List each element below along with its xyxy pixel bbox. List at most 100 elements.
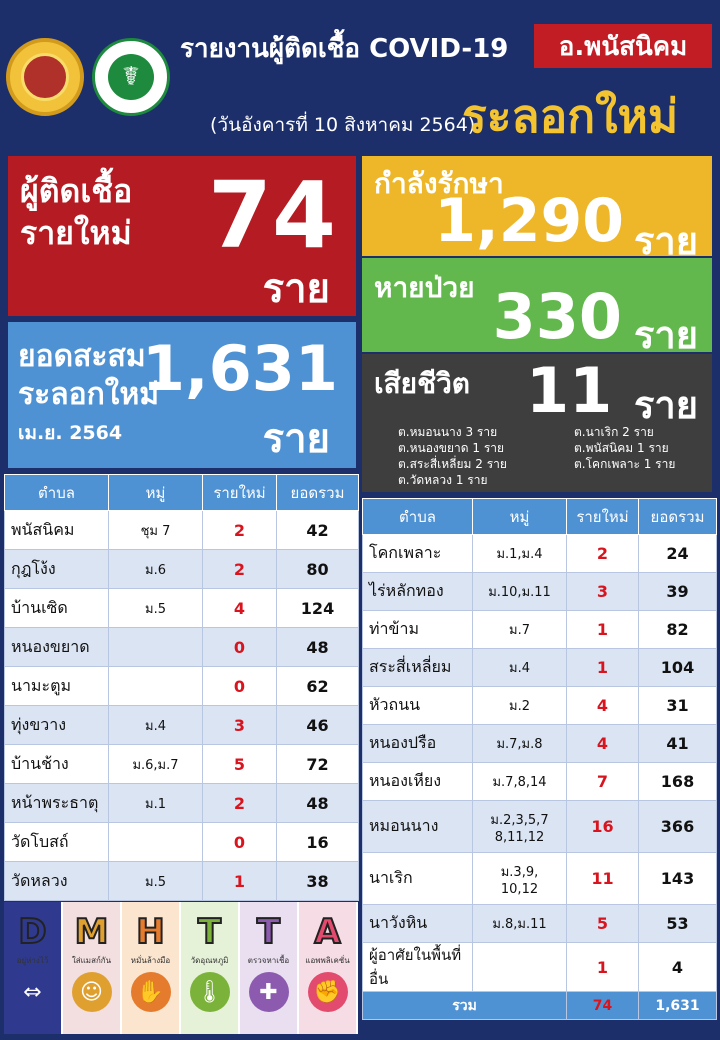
table-row: นาวังหิน ม.8,ม.11 5 53: [362, 904, 717, 943]
dmhtta-tile: M ใส่แมสก์กัน ☺: [63, 902, 122, 1034]
table-row: วัดหลวง ม.5 1 38: [4, 861, 359, 901]
cumulative-card: ยอดสะสม ระลอกใหม่ เม.ย. 2564 1,631 ราย: [8, 322, 356, 468]
new-cases-cell: 0: [202, 666, 277, 706]
subdistrict-cell: บ้านช้าง: [4, 744, 109, 784]
deaths-value: 11: [526, 354, 613, 427]
moo-cell: ม.4: [108, 705, 203, 745]
moo-cell: ม.10,ม.11: [472, 572, 567, 611]
deaths-detail-right: ต.นาเริก 2 ราย ต.พนัสนิคม 1 ราย ต.โคกเพล…: [574, 424, 675, 472]
ministry-public-health-logo: ☤: [92, 38, 170, 116]
death-detail-item: ต.โคกเพลาะ 1 ราย: [574, 457, 676, 471]
new-cases-cell: 5: [566, 904, 639, 943]
dmhtta-caption: วัดอุณหภูมิ: [190, 956, 229, 965]
moo-cell: ม.7: [472, 610, 567, 649]
mask-icon: ☺: [71, 972, 112, 1012]
moo-cell: ม.1: [108, 783, 203, 823]
total-sum-cell: 1,631: [638, 991, 717, 1020]
death-detail-item: ต.พนัสนิคม 1 ราย: [574, 441, 669, 455]
total-label: รวม: [362, 991, 567, 1020]
total-cases-cell: 24: [638, 534, 717, 573]
new-cases-cell: 4: [202, 588, 277, 628]
table-row: วัดโบสถ์ 0 16: [4, 822, 359, 862]
col-header-moo: หมู่: [472, 498, 567, 535]
report-title: รายงานผู้ติดเชื้อ COVID-19: [180, 34, 509, 64]
moo-cell: ม.7,8,14: [472, 762, 567, 801]
subdistrict-cell: นามะตูม: [4, 666, 109, 706]
table-row: กุฎโง้ง ม.6 2 80: [4, 549, 359, 589]
total-cases-cell: 16: [276, 822, 359, 862]
total-new-cell: 74: [566, 991, 639, 1020]
dmhtta-tile: T ตรวจหาเชื้อ ✚: [240, 902, 299, 1034]
wave-label: ระลอกใหม่: [462, 89, 679, 143]
total-cases-cell: 4: [638, 942, 717, 992]
new-cases-cell: 1: [202, 861, 277, 901]
dmhtta-tile: D อยู่ห่างไว้ ⇔: [4, 902, 63, 1034]
new-cases-cell: 1: [566, 610, 639, 649]
moo-cell: ม.5: [108, 861, 203, 901]
dmhtta-caption: อยู่ห่างไว้: [16, 956, 49, 965]
total-cases-cell: 41: [638, 724, 717, 763]
moo-cell: ม.4: [472, 648, 567, 687]
recovered-card: หายป่วย 330 ราย: [362, 258, 712, 357]
death-detail-item: ต.สระสี่เหลี่ยม 2 ราย: [398, 457, 507, 471]
subdistrict-cell: สระสี่เหลี่ยม: [362, 648, 473, 687]
deaths-card: เสียชีวิต 11 ราย ต.หมอนนาง 3 ราย ต.หนองข…: [362, 354, 712, 492]
new-cases-cell: 2: [566, 534, 639, 573]
total-cases-cell: 82: [638, 610, 717, 649]
table-row: นามะตูม 0 62: [4, 666, 359, 706]
cumulative-unit: ราย: [262, 416, 330, 462]
new-cases-cell: 0: [202, 822, 277, 862]
dmhtta-letter: A: [313, 911, 341, 953]
moo-cell: ม.2,3,5,7 8,11,12: [472, 800, 567, 853]
app-icon: ✊: [307, 972, 348, 1012]
total-cases-cell: 124: [276, 588, 359, 628]
new-cases-unit: ราย: [262, 266, 330, 312]
total-cases-cell: 62: [276, 666, 359, 706]
recovered-value: 330: [492, 280, 622, 353]
dmhtta-letter: T: [197, 911, 222, 953]
table-row: ทุ่งขวาง ม.4 3 46: [4, 705, 359, 745]
dmhtta-caption: ใส่แมสก์กัน: [71, 956, 112, 965]
dmhtta-panel: D อยู่ห่างไว้ ⇔ M ใส่แมสก์กัน ☺ H หมั่นล้างมือ ✋…: [4, 902, 358, 1034]
col-header-subdistrict: ตำบล: [362, 498, 473, 535]
province-seal-logo: [6, 38, 84, 116]
table-row: พนัสนิคม ชุม 7 2 42: [4, 510, 359, 550]
subdistrict-table-right: ตำบล หมู่ รายใหม่ ยอดรวม โคกเพลาะ ม.1,ม.4…: [362, 498, 717, 1020]
subdistrict-cell: หนองเหียง: [362, 762, 473, 801]
total-cases-cell: 53: [638, 904, 717, 943]
dmhtta-letter: M: [74, 911, 110, 953]
report-date: (วันอังคารที่ 10 สิงหาคม 2564): [210, 114, 476, 136]
treating-label: กำลังรักษา: [374, 167, 504, 200]
subdistrict-cell: หนองขยาด: [4, 627, 109, 667]
thermometer-icon: 🌡: [189, 972, 230, 1012]
table-row: หน้าพระธาตุ ม.1 2 48: [4, 783, 359, 823]
deaths-unit: ราย: [633, 383, 698, 427]
subdistrict-cell: วัดโบสถ์: [4, 822, 109, 862]
moo-cell: ม.2: [472, 686, 567, 725]
table-row: บ้านเซิด ม.5 4 124: [4, 588, 359, 628]
dmhtta-caption: ตรวจหาเชื้อ: [247, 956, 290, 965]
table-row: นาเริก ม.3,9, 10,12 11 143: [362, 852, 717, 905]
total-cases-cell: 31: [638, 686, 717, 725]
total-cases-cell: 46: [276, 705, 359, 745]
moo-cell: [108, 666, 203, 706]
moo-cell: ม.8,ม.11: [472, 904, 567, 943]
moo-cell: ม.3,9, 10,12: [472, 852, 567, 905]
col-header-new: รายใหม่: [202, 474, 277, 511]
total-cases-cell: 48: [276, 783, 359, 823]
col-header-new: รายใหม่: [566, 498, 639, 535]
treating-card: กำลังรักษา 1,290 ราย: [362, 156, 712, 263]
moo-cell: ม.1,ม.4: [472, 534, 567, 573]
table-row: หนองเหียง ม.7,8,14 7 168: [362, 762, 717, 801]
col-header-total: ยอดรวม: [276, 474, 359, 511]
death-detail-item: ต.หมอนนาง 3 ราย: [398, 425, 498, 439]
deaths-label: เสียชีวิต: [374, 367, 470, 400]
district-badge: อ.พนัสนิคม: [534, 24, 712, 68]
treating-value: 1,290: [434, 186, 624, 256]
moo-cell: ชุม 7: [108, 510, 203, 550]
dmhtta-letter: D: [17, 911, 47, 953]
subdistrict-cell: บ้านเซิด: [4, 588, 109, 628]
table-row: สระสี่เหลี่ยม ม.4 1 104: [362, 648, 717, 687]
total-cases-cell: 143: [638, 852, 717, 905]
